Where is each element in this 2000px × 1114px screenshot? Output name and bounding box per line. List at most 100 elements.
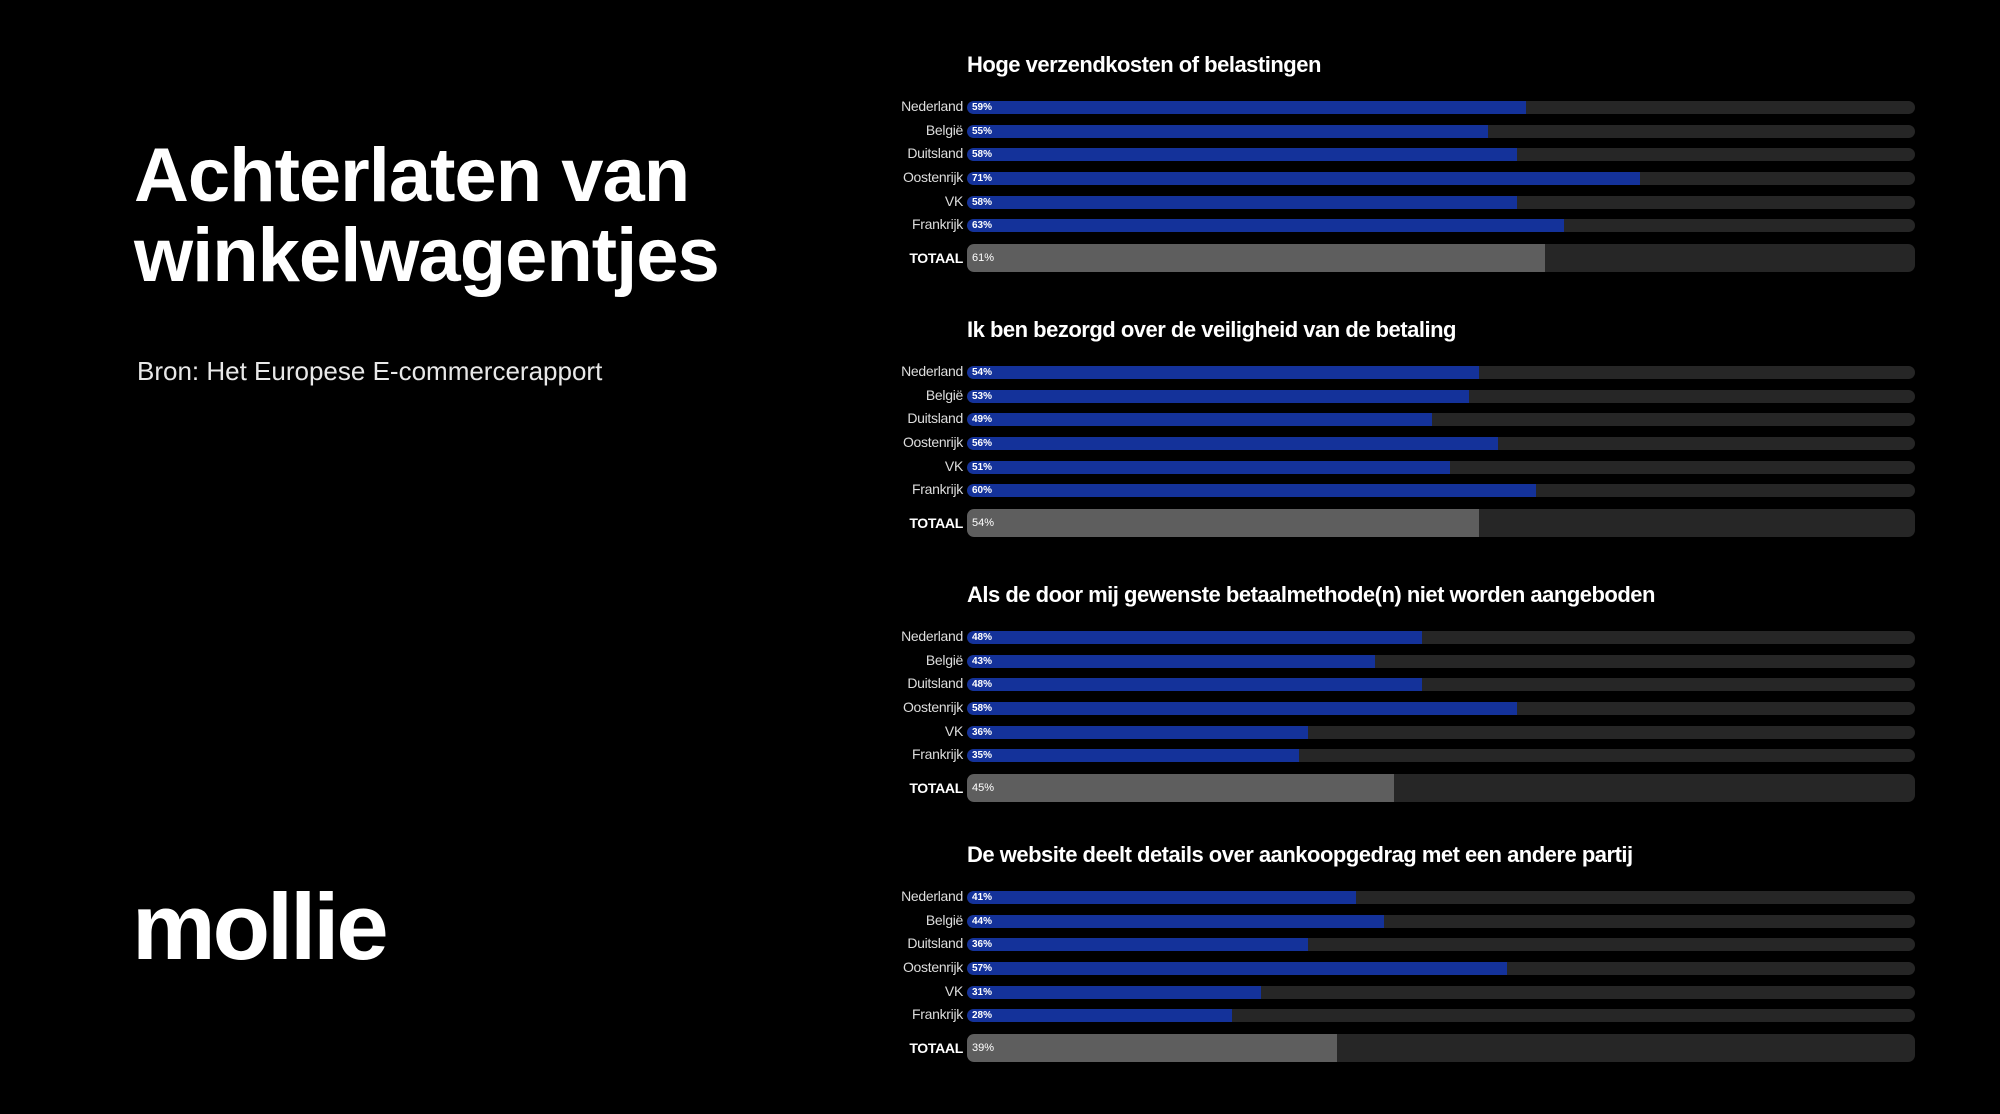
data-label: 35% [972,750,993,761]
bar-track: 58% [967,196,1915,209]
data-label: 55% [972,126,993,137]
country-row: Nederland 54% [880,363,1915,380]
bar [967,101,1527,114]
data-label: 45% [972,782,995,794]
bar [967,631,1423,644]
bar-track: 63% [967,219,1915,232]
bar [967,891,1356,904]
country-row: Duitsland 49% [880,410,1915,427]
bar-track: 55% [967,125,1915,138]
country-row: Oostenrijk 56% [880,434,1915,451]
category-label: Nederland [901,98,963,114]
country-row: VK 51% [880,458,1915,475]
data-label: 31% [972,987,993,998]
category-label: VK [944,723,963,739]
category-label: Oostenrijk [902,434,963,450]
category-label: TOTAAL [909,1040,963,1056]
category-label: België [925,122,963,138]
data-label: 39% [972,1042,995,1054]
bar [967,413,1432,426]
total-bar [967,1034,1337,1062]
country-row: Frankrijk 63% [880,216,1915,233]
mollie-logo: mollie [132,874,389,979]
data-label: 60% [972,485,993,496]
category-label: Frankrijk [912,746,963,762]
data-label: 54% [972,367,993,378]
category-label: Frankrijk [912,481,963,497]
category-label: Nederland [901,888,963,904]
bar-track: 60% [967,484,1915,497]
bar-chart-4: De website deelt details over aankoopged… [880,842,1920,1092]
bar [967,366,1479,379]
bar [967,938,1309,951]
category-label: België [925,387,963,403]
country-row: Nederland 59% [880,98,1915,115]
data-label: 61% [972,252,995,264]
country-row: Oostenrijk 57% [880,959,1915,976]
data-label: 58% [972,703,993,714]
total-bar [967,509,1479,537]
bar [967,125,1489,138]
country-row: België 55% [880,122,1915,139]
category-label: Nederland [901,363,963,379]
data-label: 51% [972,462,993,473]
country-row: België 43% [880,652,1915,669]
country-row: Oostenrijk 71% [880,169,1915,186]
data-label: 59% [972,102,993,113]
bar-track: 61% [967,244,1915,272]
chart-title: Ik ben bezorgd over de veiligheid van de… [967,317,1456,342]
total-bar [967,774,1394,802]
total-bar [967,244,1546,272]
data-label: 54% [972,517,995,529]
bar-track: 41% [967,891,1915,904]
bar-track: 49% [967,413,1915,426]
bar [967,986,1261,999]
bar [967,461,1451,474]
data-label: 58% [972,149,993,160]
data-label: 28% [972,1010,993,1021]
bar-track: 58% [967,148,1915,161]
chart-title: De website deelt details over aankoopged… [967,842,1633,867]
bar-track: 31% [967,986,1915,999]
bar-chart-2: Ik ben bezorgd over de veiligheid van de… [880,317,1920,567]
bar [967,655,1375,668]
category-label: Duitsland [907,145,963,161]
category-label: Duitsland [907,675,963,691]
country-row: Nederland 41% [880,888,1915,905]
data-label: 53% [972,391,993,402]
country-row: Frankrijk 28% [880,1006,1915,1023]
bar [967,196,1517,209]
country-row: VK 36% [880,723,1915,740]
chart-title: Hoge verzendkosten of belastingen [967,52,1321,77]
data-label: 57% [972,963,993,974]
category-label: België [925,912,963,928]
country-row: Frankrijk 60% [880,481,1915,498]
bar-track: 45% [967,774,1915,802]
country-row: Duitsland 48% [880,675,1915,692]
bar [967,484,1536,497]
bar-track: 44% [967,915,1915,928]
bar-track: 71% [967,172,1915,185]
country-row: Nederland 48% [880,628,1915,645]
country-row: Frankrijk 35% [880,746,1915,763]
total-row: TOTAAL 54% [880,509,1915,537]
category-label: VK [944,983,963,999]
title-line-2: winkelwagentjes [134,213,720,298]
total-row: TOTAAL 45% [880,774,1915,802]
bar-track: 39% [967,1034,1915,1062]
country-row: België 53% [880,387,1915,404]
bar [967,437,1498,450]
data-label: 63% [972,220,993,231]
category-label: Frankrijk [912,216,963,232]
category-label: Oostenrijk [902,699,963,715]
bar [967,390,1470,403]
bar-track: 48% [967,678,1915,691]
bar-track: 43% [967,655,1915,668]
bar [967,172,1641,185]
bar-track: 51% [967,461,1915,474]
bar [967,678,1423,691]
bar-track: 36% [967,938,1915,951]
category-label: Oostenrijk [902,959,963,975]
category-label: VK [944,458,963,474]
data-label: 48% [972,679,993,690]
